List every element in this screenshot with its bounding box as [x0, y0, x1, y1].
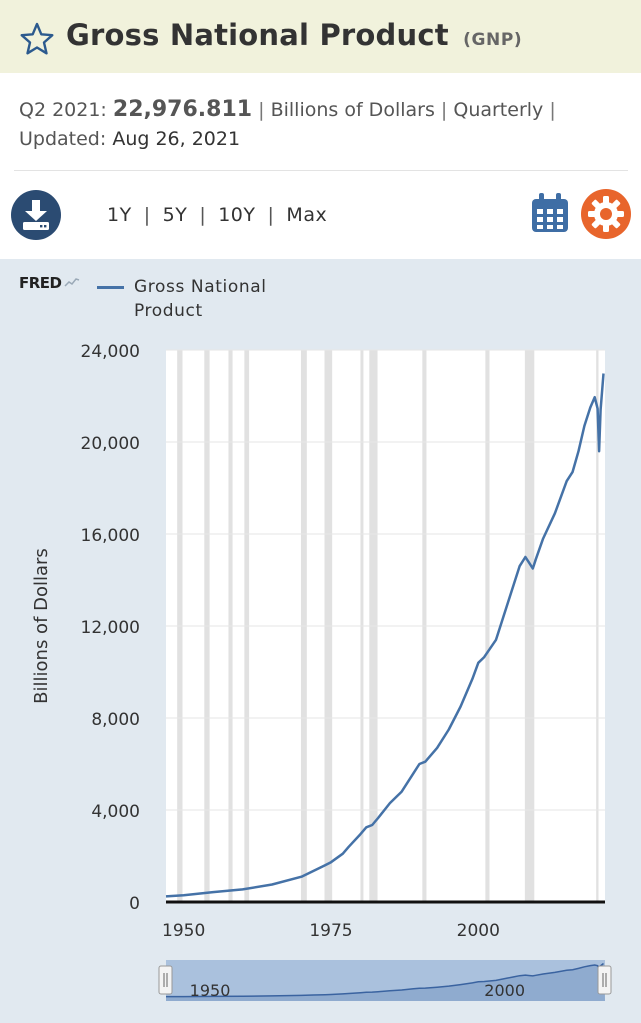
navigator-handle[interactable]	[158, 965, 173, 995]
download-icon[interactable]	[10, 189, 62, 241]
navigator-tick-label: 2000	[484, 981, 525, 1000]
meta-separator: |	[440, 99, 448, 121]
navigator-tick-label: 1950	[190, 981, 231, 1000]
navigator-area	[166, 963, 605, 1001]
navigator-series-line	[166, 962, 604, 998]
legend-label: Gross National Product	[134, 277, 267, 321]
x-tick-label: 1950	[162, 921, 205, 941]
latest-value: 22,976.811	[112, 97, 253, 122]
star-icon[interactable]	[20, 22, 54, 56]
gear-icon[interactable]	[580, 188, 632, 240]
range-1y-button[interactable]: 1Y	[107, 204, 132, 226]
x-tick-label: 2000	[457, 921, 500, 941]
meta-separator: |	[258, 99, 265, 121]
title-bar: Gross National Product (GNP)	[0, 0, 641, 73]
fred-logo-graph-icon	[63, 278, 79, 287]
fred-logo: FRED	[19, 274, 80, 292]
y-tick-label: 0	[129, 894, 140, 914]
y-tick-label: 8,000	[91, 710, 140, 730]
y-tick-label: 24,000	[81, 342, 140, 362]
y-tick-label: 16,000	[81, 526, 140, 546]
units-label: Billions of Dollars	[270, 99, 435, 121]
y-axis-title: Billions of Dollars	[31, 548, 52, 704]
series-symbol: (GNP)	[463, 30, 523, 50]
page-title: Gross National Product (GNP)	[66, 18, 522, 52]
series-title: Gross National Product	[66, 18, 449, 52]
series-meta: Q2 2021: 22,976.811 | Billions of Dollar…	[19, 95, 624, 154]
range-5y-button[interactable]: 5Y	[162, 204, 188, 226]
fred-logo-text: FRED	[19, 274, 62, 292]
legend-swatch	[97, 286, 124, 289]
gnp-line-chart[interactable]: 0 4,000 8,000 12,000 16,000 20,000 24,000 1950 1…	[0, 259, 641, 1023]
period-label: Q2 2021:	[19, 99, 107, 121]
updated-date: Aug 26, 2021	[112, 128, 241, 150]
y-tick-label: 12,000	[81, 618, 140, 638]
series-line-gnp	[165, 373, 605, 898]
chart-panel: 0 4,000 8,000 12,000 16,000 20,000 24,000 1950 1…	[0, 259, 641, 1023]
updated-label: Updated:	[19, 128, 107, 150]
x-tick-label: 1975	[309, 921, 352, 941]
meta-separator: |	[549, 99, 556, 121]
date-range-selector: 1Y | 5Y | 10Y | Max	[107, 204, 327, 226]
range-10y-button[interactable]: 10Y	[218, 204, 256, 226]
navigator-handle[interactable]	[597, 965, 612, 995]
range-separator: |	[267, 204, 275, 226]
y-tick-label: 20,000	[81, 434, 140, 454]
frequency-label: Quarterly	[453, 99, 544, 121]
range-max-button[interactable]: Max	[286, 204, 328, 226]
y-tick-label: 4,000	[91, 802, 140, 822]
divider	[14, 170, 628, 171]
range-separator: |	[199, 204, 207, 226]
calendar-icon[interactable]	[531, 193, 569, 233]
range-separator: |	[143, 204, 151, 226]
